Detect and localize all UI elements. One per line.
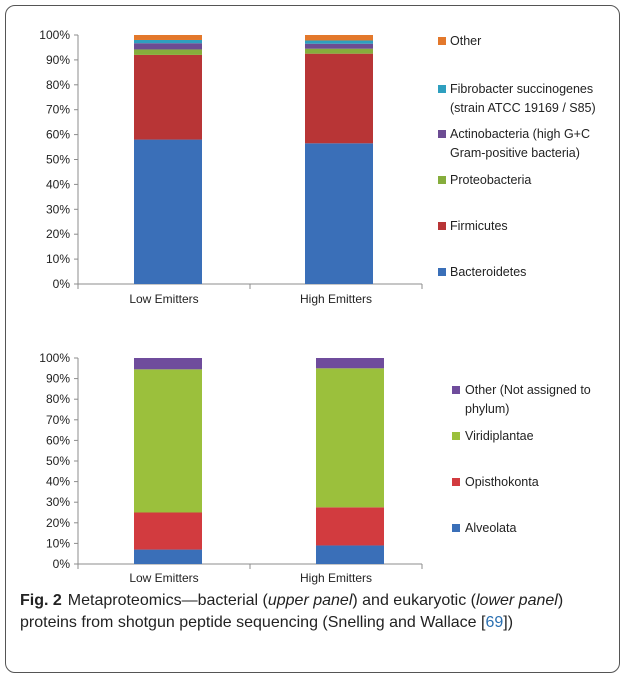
y-tick-label: 50% <box>46 454 70 468</box>
x-category-label: High Emitters <box>300 292 372 306</box>
y-tick-label: 40% <box>46 475 70 489</box>
bar-segment-other <box>134 35 202 40</box>
legend-label: Other (Not assigned to <box>465 383 591 397</box>
legend-swatch <box>452 432 460 440</box>
caption-upper-panel: upper panel <box>267 592 353 609</box>
caption-text-4: ]) <box>503 614 514 631</box>
y-tick-label: 70% <box>46 103 70 117</box>
y-tick-label: 20% <box>46 227 70 241</box>
legend-swatch <box>438 130 446 138</box>
bar-segment-viridiplantae <box>316 368 384 508</box>
y-tick-label: 100% <box>39 351 70 365</box>
y-tick-label: 80% <box>46 78 70 92</box>
y-tick-label: 100% <box>39 28 70 42</box>
y-tick-label: 90% <box>46 53 70 67</box>
legend-swatch <box>438 85 446 93</box>
legend-swatch <box>452 524 460 532</box>
caption-text-2: ) and eukaryotic ( <box>352 592 476 609</box>
bar-segment-fibrobacter-succinogenes-strain-atcc-19169-s85 <box>134 39 202 44</box>
caption-text-3: ) proteins from shotgun peptide sequenci… <box>20 592 564 631</box>
legend-label: Opisthokonta <box>465 475 539 489</box>
legend-label: Firmicutes <box>450 219 508 233</box>
legend-label: (strain ATCC 19169 / S85) <box>450 101 596 115</box>
legend-label: phylum) <box>465 402 509 416</box>
caption-lower-panel: lower panel <box>475 592 558 609</box>
legend-label: Viridiplantae <box>465 429 534 443</box>
y-tick-label: 30% <box>46 495 70 509</box>
bar-segment-bacteroidetes <box>305 143 373 284</box>
figure-label: Fig. 2 <box>20 592 62 609</box>
x-category-label: High Emitters <box>300 571 372 585</box>
legend-label: Proteobacteria <box>450 173 531 187</box>
caption-text-1: Metaproteomics—bacterial ( <box>67 592 268 609</box>
legend-label: Actinobacteria (high G+C <box>450 127 590 141</box>
y-tick-label: 50% <box>46 153 70 167</box>
chart-panel-2: 0% 10% 20% 30% 40% 50% 60% 70% 80% 90% 100% Low Emi… <box>39 351 591 585</box>
bar-segment-viridiplantae <box>134 369 202 513</box>
legend-label: Bacteroidetes <box>450 265 526 279</box>
bar-segment-actinobacteria-high-g-c-gram-positive-bacteria <box>134 43 202 50</box>
y-tick-label: 70% <box>46 413 70 427</box>
bar-segment-other <box>305 35 373 41</box>
legend-swatch <box>438 222 446 230</box>
bar-segment-opisthokonta <box>316 507 384 546</box>
bar-segment-actinobacteria-high-g-c-gram-positive-bacteria <box>305 43 373 49</box>
legend-label: Other <box>450 34 481 48</box>
bar-segment-proteobacteria <box>134 49 202 55</box>
bar-segment-opisthokonta <box>134 512 202 550</box>
bar-segment-proteobacteria <box>305 48 373 54</box>
figure-caption: Fig. 2 Metaproteomics—bacterial (upper pa… <box>20 590 610 634</box>
y-tick-label: 80% <box>46 392 70 406</box>
bar-segment-other-not-assigned-to-phylum <box>316 358 384 369</box>
y-tick-label: 60% <box>46 433 70 447</box>
bar-segment-alveolata <box>316 545 384 564</box>
y-tick-label: 10% <box>46 536 70 550</box>
legend-swatch <box>438 37 446 45</box>
legend-swatch <box>438 176 446 184</box>
bar-segment-alveolata <box>134 549 202 564</box>
y-tick-label: 30% <box>46 202 70 216</box>
figure-frame <box>5 5 620 673</box>
bar-segment-fibrobacter-succinogenes-strain-atcc-19169-s85 <box>305 40 373 44</box>
x-category-label: Low Emitters <box>129 292 198 306</box>
legend-swatch <box>438 268 446 276</box>
legend-swatch <box>452 386 460 394</box>
y-tick-label: 0% <box>53 277 71 291</box>
y-tick-label: 20% <box>46 516 70 530</box>
chart-panel-1: 0% 10% 20% 30% 40% 50% 60% 70% 80% 90% 100% Low Emi… <box>39 28 595 306</box>
bar-segment-bacteroidetes <box>134 139 202 284</box>
x-category-label: Low Emitters <box>129 571 198 585</box>
legend-swatch <box>452 478 460 486</box>
legend-label: Alveolata <box>465 521 516 535</box>
legend-label: Gram-positive bacteria) <box>450 146 580 160</box>
y-tick-label: 0% <box>53 557 71 571</box>
y-tick-label: 60% <box>46 128 70 142</box>
y-tick-label: 40% <box>46 177 70 191</box>
bar-segment-firmicutes <box>305 53 373 144</box>
y-tick-label: 90% <box>46 372 70 386</box>
bar-segment-firmicutes <box>134 54 202 140</box>
y-tick-label: 10% <box>46 252 70 266</box>
legend-label: Fibrobacter succinogenes <box>450 82 593 96</box>
caption-reference-link[interactable]: 69 <box>485 614 504 631</box>
bar-segment-other-not-assigned-to-phylum <box>134 358 202 370</box>
